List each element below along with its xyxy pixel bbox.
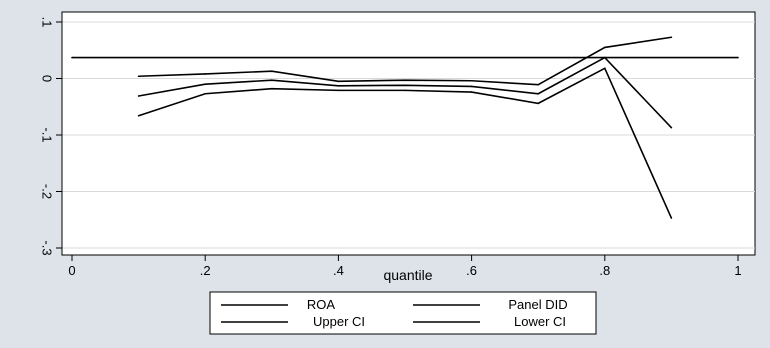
legend: ROA Panel DID Upper CI Lower CI (209, 291, 597, 335)
y-tick-label: -.2 (40, 184, 55, 199)
legend-label-roa: ROA (307, 297, 336, 312)
data-point-upper-ci (137, 75, 140, 78)
data-point-upper-ci (537, 83, 539, 86)
data-point-upper-ci (204, 73, 206, 75)
data-point-upper-ci (271, 70, 273, 72)
data-point-lower-ci (670, 217, 673, 219)
x-axis-title: quantile (383, 267, 432, 283)
data-point-roa (137, 95, 140, 97)
grid-lines (62, 21, 755, 249)
legend-box (209, 291, 597, 335)
y-tick-label: .1 (40, 17, 55, 28)
data-point-upper-ci (470, 79, 473, 82)
data-point-lower-ci (337, 89, 340, 92)
data-point-roa (404, 84, 406, 87)
x-axis: 0 .2 .4 .6 .8 1 (62, 254, 755, 278)
legend-label-upper-ci: Upper CI (313, 314, 365, 329)
data-point-lower-ci (470, 91, 473, 93)
y-tick-label: -.3 (40, 240, 55, 255)
legend-label-lower-ci: Lower CI (514, 314, 566, 329)
data-point-lower-ci (271, 87, 273, 90)
data-point-lower-ci (537, 102, 539, 105)
data-point-roa (670, 126, 673, 129)
data-point-lower-ci (604, 67, 606, 70)
x-tick-label: 1 (734, 263, 741, 278)
data-point-roa (337, 85, 340, 87)
plot-area (61, 11, 756, 256)
series-lines (71, 36, 739, 219)
data-point-upper-ci (337, 80, 340, 83)
data-point-upper-ci (670, 36, 673, 39)
legend-label-panel-did: Panel DID (508, 297, 567, 312)
y-tick-label: -.1 (40, 127, 55, 142)
x-tick-label: .8 (599, 263, 610, 278)
x-tick-label: .6 (466, 263, 477, 278)
data-point-lower-ci (137, 114, 140, 117)
data-point-upper-ci (404, 79, 406, 81)
data-point-roa (470, 85, 473, 88)
data-point-roa (537, 92, 539, 95)
x-tick-label: 0 (68, 263, 75, 278)
data-point-roa (271, 79, 273, 81)
data-point-lower-ci (404, 89, 406, 92)
data-point-panel-did (737, 56, 739, 59)
y-tick-label: 0 (40, 75, 55, 82)
data-point-roa (204, 83, 206, 85)
x-tick-label: .4 (333, 263, 344, 278)
x-tick-label: .2 (200, 263, 211, 278)
data-point-panel-did (71, 56, 73, 59)
y-axis: .1 0 -.1 -.2 -.3 (40, 12, 63, 256)
data-point-upper-ci (604, 46, 606, 49)
data-point-lower-ci (204, 92, 206, 95)
